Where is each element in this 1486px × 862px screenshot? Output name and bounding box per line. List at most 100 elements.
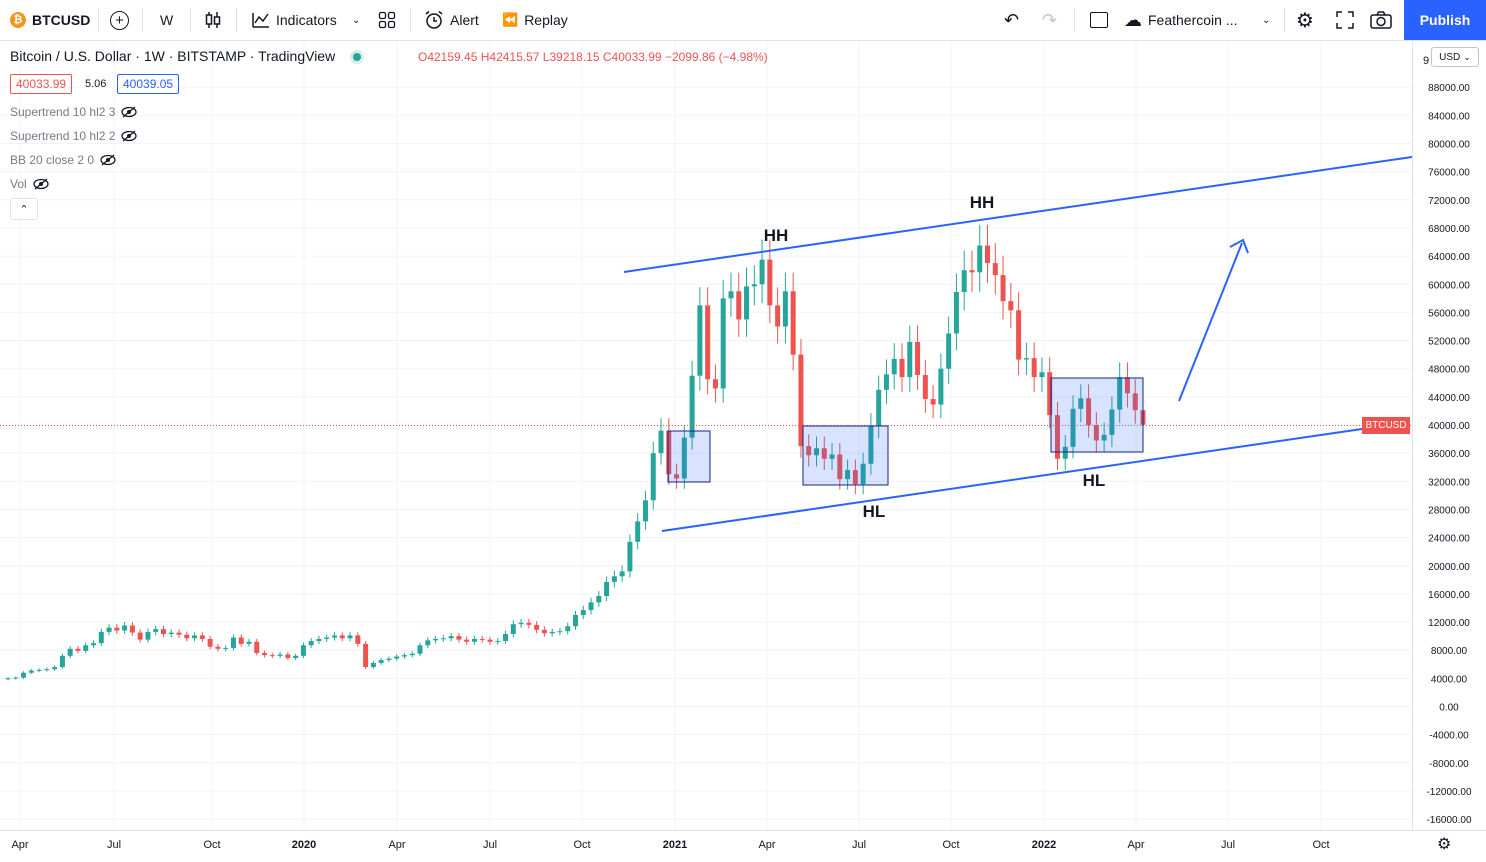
time-tick-label: 2020: [292, 839, 316, 851]
undo-button[interactable]: ↶: [1004, 0, 1019, 40]
price-tick-label: 88000.00: [1428, 83, 1470, 94]
candle-body: [697, 305, 703, 376]
chart-legend-title[interactable]: Bitcoin / U.S. Dollar · 1W · BITSTAMP · …: [10, 48, 362, 64]
settings-button[interactable]: ⚙: [1296, 0, 1314, 40]
plus-circle-icon: +: [110, 10, 129, 30]
candle-body: [91, 643, 97, 646]
compare-add-button[interactable]: +: [110, 0, 129, 40]
consolidation-box-2[interactable]: [802, 425, 889, 486]
candle-body: [775, 305, 781, 327]
alert-label: Alert: [450, 12, 479, 28]
price-tick-label: 64000.00: [1428, 252, 1470, 263]
candle-body: [495, 641, 501, 643]
projection-arrow[interactable]: [1178, 242, 1243, 402]
chart-type-button[interactable]: [204, 0, 222, 40]
indicator-row-bb[interactable]: BB 20 close 2 0: [10, 153, 116, 167]
consolidation-box-1[interactable]: [667, 430, 711, 483]
layout-dropdown-button[interactable]: ⌄: [1262, 0, 1270, 40]
sell-price-box[interactable]: 40033.99: [10, 74, 73, 94]
chart-settings-button[interactable]: ⚙: [1437, 834, 1451, 854]
candle-body: [782, 291, 788, 327]
time-tick-label: Oct: [203, 839, 220, 851]
candle-body: [13, 677, 19, 679]
candle-body: [246, 641, 252, 644]
redo-button[interactable]: ↷: [1042, 0, 1057, 40]
candle-body: [332, 635, 338, 638]
alert-button[interactable]: Alert: [424, 0, 479, 40]
price-tick-label: 20000.00: [1428, 562, 1470, 573]
price-tick-label: 0.00: [1439, 703, 1459, 714]
candle-body: [790, 291, 796, 355]
candle-body: [736, 291, 742, 320]
eye-crossed-icon[interactable]: [121, 106, 138, 118]
ohlc-values: O42159.45 H42415.57 L39218.15 C40033.99 …: [418, 50, 768, 64]
layout-name-button[interactable]: ☁ Feathercoin ...: [1124, 0, 1238, 40]
candle-body: [184, 634, 190, 639]
candle-body: [300, 645, 306, 656]
candle-body: [915, 341, 921, 376]
buy-price-box[interactable]: 40039.05: [117, 74, 180, 94]
eye-crossed-icon[interactable]: [100, 154, 116, 166]
candle-body: [806, 446, 812, 456]
price-tick-label: -4000.00: [1429, 731, 1469, 742]
lower-trendline[interactable]: [661, 428, 1363, 532]
indicator-row-supertrend-2[interactable]: Supertrend 10 hl2 2: [10, 129, 138, 143]
indicator-row-supertrend-3[interactable]: Supertrend 10 hl2 3: [10, 105, 138, 119]
replay-button[interactable]: ⏪ Replay: [502, 0, 568, 40]
candle-body: [1023, 358, 1029, 360]
symbol-label: BTCUSD: [32, 12, 91, 28]
publish-button[interactable]: Publish: [1404, 0, 1486, 40]
publish-label: Publish: [1419, 12, 1471, 28]
candle-body: [681, 437, 687, 479]
eye-crossed-icon[interactable]: [121, 130, 138, 142]
alarm-clock-icon: [425, 10, 443, 29]
candle-body: [347, 635, 353, 639]
fullscreen-button[interactable]: [1336, 0, 1354, 40]
candle-body: [129, 625, 135, 633]
time-axis[interactable]: Apr Jul Oct 2020 Apr Jul Oct 2021 Apr Jul Oct 2022 A…: [0, 830, 1486, 857]
candle-body: [845, 470, 851, 480]
symbol-search[interactable]: ₿ BTCUSD: [10, 0, 90, 40]
time-tick-label: Jul: [107, 839, 121, 851]
candle-body: [59, 655, 65, 668]
consolidation-box-3[interactable]: [1050, 377, 1144, 453]
candle-body: [588, 602, 594, 611]
indicator-label: Supertrend 10 hl2 2: [10, 129, 116, 143]
chart-pane[interactable]: HH HH HL HL: [0, 41, 1412, 830]
eye-crossed-icon[interactable]: [33, 178, 49, 190]
time-tick-label: Apr: [388, 839, 405, 851]
upper-trendline[interactable]: [623, 156, 1412, 273]
indicators-button[interactable]: Indicators: [252, 0, 337, 40]
candle-body: [627, 541, 633, 572]
candle-body: [1124, 377, 1130, 394]
collapse-legend-button[interactable]: ⌃: [10, 198, 38, 220]
price-axis[interactable]: 88000.00 84000.00 80000.00 76000.00 72000.00…: [1412, 41, 1486, 830]
time-tick-label: 2021: [663, 839, 687, 851]
candle-body: [21, 672, 27, 678]
candle-body: [728, 291, 734, 299]
candle-body: [611, 576, 617, 582]
candle-body: [813, 448, 819, 456]
layout-grid-button[interactable]: [378, 0, 396, 40]
indicators-dropdown-button[interactable]: ⌄: [352, 0, 360, 40]
last-price-tag: BTCUSD: [1362, 417, 1410, 434]
top-partial-label: 9: [1423, 55, 1430, 67]
price-tick-label: 48000.00: [1428, 365, 1470, 376]
candle-body: [394, 656, 400, 659]
candle-body: [1039, 372, 1045, 378]
rewind-icon: ⏪: [502, 12, 519, 27]
candle-body: [720, 298, 726, 389]
market-status-dot: [353, 53, 362, 62]
candle-body: [658, 430, 664, 454]
candle-body: [471, 638, 477, 642]
fullscreen-layout-button[interactable]: [1090, 0, 1108, 40]
price-tick-label: 32000.00: [1428, 477, 1470, 488]
candle-body: [487, 639, 493, 642]
candle-body: [192, 635, 198, 639]
indicator-row-vol[interactable]: Vol: [10, 177, 49, 191]
interval-button[interactable]: W: [160, 0, 173, 40]
candle-body: [36, 669, 42, 671]
currency-dropdown[interactable]: USD ⌄: [1431, 47, 1479, 67]
snapshot-button[interactable]: [1370, 0, 1392, 40]
candle-body: [712, 379, 718, 389]
